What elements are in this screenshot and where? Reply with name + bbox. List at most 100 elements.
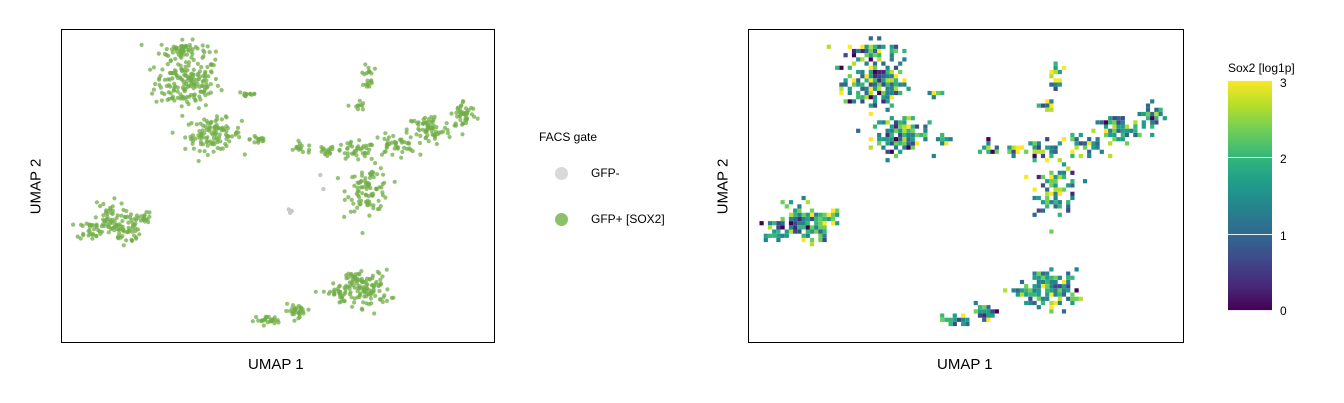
scatter-point-gfp-pos bbox=[372, 311, 377, 316]
hexbin-cell bbox=[851, 61, 857, 66]
scatter-point-gfp-pos bbox=[372, 66, 377, 71]
scatter-point-gfp-pos bbox=[190, 51, 195, 57]
hexbin-cell bbox=[1057, 170, 1062, 175]
scatter-point-gfp-pos bbox=[130, 238, 135, 243]
hexbin-cell bbox=[977, 149, 983, 154]
colorbar-tick-2 bbox=[1228, 157, 1272, 158]
hexbin-cell bbox=[994, 149, 999, 154]
scatter-point-gfp-pos bbox=[290, 147, 295, 152]
hexbin-cell bbox=[910, 141, 915, 146]
scatter-point-gfp-pos bbox=[357, 98, 362, 103]
hexbin-cell bbox=[982, 305, 987, 310]
hexbin-cell bbox=[860, 82, 865, 87]
scatter-point-gfp-pos bbox=[385, 287, 390, 292]
hexbin-cell bbox=[906, 145, 911, 150]
scatter-point-gfp-pos bbox=[367, 213, 372, 218]
scatter-point-gfp-pos bbox=[345, 284, 350, 289]
scatter-point-gfp-pos bbox=[331, 281, 336, 286]
scatter-point-gfp-pos bbox=[242, 91, 247, 96]
hexbin-cell bbox=[889, 95, 894, 100]
scatter-point-gfp-pos bbox=[193, 44, 198, 50]
scatter-point-gfp-pos bbox=[373, 293, 378, 298]
scatter-point-gfp-pos bbox=[202, 85, 207, 90]
scatter-point-gfp-pos bbox=[356, 146, 361, 151]
hexbin-cell bbox=[1158, 107, 1163, 112]
hexbin-cell bbox=[906, 128, 911, 133]
scatter-point-gfp-pos bbox=[458, 117, 463, 122]
hexbin-cell bbox=[767, 233, 773, 238]
scatter-point-gfp-pos bbox=[354, 281, 359, 286]
hexbin-cell bbox=[1040, 103, 1046, 108]
hexbin-cell bbox=[1133, 132, 1138, 138]
scatter-point-gfp-pos bbox=[217, 132, 222, 137]
scatter-point-gfp-pos bbox=[371, 175, 376, 180]
scatter-point-gfp-pos bbox=[142, 213, 147, 218]
hexbin-cell bbox=[1032, 271, 1037, 276]
scatter-point-gfp-pos bbox=[130, 229, 135, 234]
scatter-point-gfp-pos bbox=[124, 238, 129, 243]
hexbin-cell bbox=[801, 195, 806, 201]
scatter-point-gfp-pos bbox=[226, 134, 231, 139]
hexbin-cell bbox=[818, 212, 823, 217]
hexbin-cell bbox=[1053, 61, 1058, 66]
hexbin-cell bbox=[826, 212, 831, 217]
hexbin-cell bbox=[1074, 296, 1079, 301]
hexbin-cell bbox=[1112, 132, 1117, 138]
hexbin-cell bbox=[1103, 120, 1109, 125]
scatter-point-gfp-pos bbox=[81, 231, 86, 236]
hexbin-cell bbox=[944, 317, 949, 322]
hexbin-cell bbox=[1019, 288, 1025, 293]
scatter-point-gfp-pos bbox=[350, 277, 355, 282]
hexbin-cell bbox=[784, 229, 789, 234]
hexbin-cell bbox=[797, 212, 802, 217]
hexbin-cell bbox=[822, 212, 827, 217]
scatter-point-gfp-pos bbox=[392, 179, 397, 184]
hexbin-cell bbox=[1120, 128, 1125, 133]
hexbin-cell bbox=[1061, 170, 1067, 175]
scatter-point-gfp-pos bbox=[179, 51, 184, 56]
scatter-point-gfp-pos bbox=[378, 277, 383, 282]
scatter-point-gfp-pos bbox=[94, 222, 99, 227]
scatter-point-gfp-pos bbox=[356, 103, 361, 108]
hexbin-cell bbox=[1040, 271, 1046, 276]
hexbin-cell bbox=[986, 309, 991, 314]
hexbin-cell bbox=[772, 233, 777, 238]
hexbin-cell bbox=[1045, 137, 1050, 142]
hexbin-cell bbox=[801, 216, 806, 222]
scatter-point-gfp-pos bbox=[100, 222, 106, 227]
hexbin-cell bbox=[788, 216, 794, 222]
scatter-point-gfp-pos bbox=[215, 83, 220, 88]
hexbin-cell bbox=[784, 233, 789, 238]
scatter-point-gfp-pos bbox=[380, 193, 385, 198]
scatter-point-gfp-pos bbox=[389, 140, 394, 145]
scatter-point-gfp-pos bbox=[351, 201, 356, 206]
scatter-point-gfp-pos bbox=[408, 147, 413, 152]
scatter-point-gfp-pos bbox=[345, 145, 350, 151]
scatter-point-gfp-neg bbox=[318, 172, 323, 178]
hexbin-cell bbox=[1032, 145, 1037, 150]
hexbin-cell bbox=[1099, 149, 1104, 154]
hexbin-cell bbox=[1112, 116, 1117, 121]
scatter-point-gfp-pos bbox=[98, 231, 103, 236]
hexbin-cell bbox=[952, 313, 957, 318]
hexbin-cell bbox=[1053, 149, 1058, 154]
hexbin-cell bbox=[1154, 111, 1159, 117]
hexbin-cell bbox=[1032, 300, 1037, 306]
hexbin-cell bbox=[793, 208, 798, 213]
hexbin-cell bbox=[1028, 292, 1033, 297]
hexbin-cell bbox=[805, 212, 810, 217]
scatter-point-gfp-pos bbox=[203, 124, 208, 129]
hexbin-cell bbox=[818, 216, 823, 222]
hexbin-cell bbox=[1070, 191, 1075, 196]
scatter-point-gfp-pos bbox=[126, 220, 131, 225]
scatter-point-gfp-pos bbox=[406, 141, 412, 146]
scatter-point-gfp-pos bbox=[256, 138, 261, 143]
scatter-point-gfp-pos bbox=[371, 206, 376, 211]
scatter-point-gfp-pos bbox=[120, 218, 125, 224]
hexbin-cell bbox=[1066, 284, 1071, 289]
scatter-point-gfp-pos bbox=[382, 180, 387, 185]
hexbin-cell bbox=[1032, 284, 1037, 289]
hexbin-cell bbox=[780, 225, 785, 230]
hexbin-cell bbox=[898, 137, 903, 142]
hexbin-cell bbox=[885, 120, 890, 125]
